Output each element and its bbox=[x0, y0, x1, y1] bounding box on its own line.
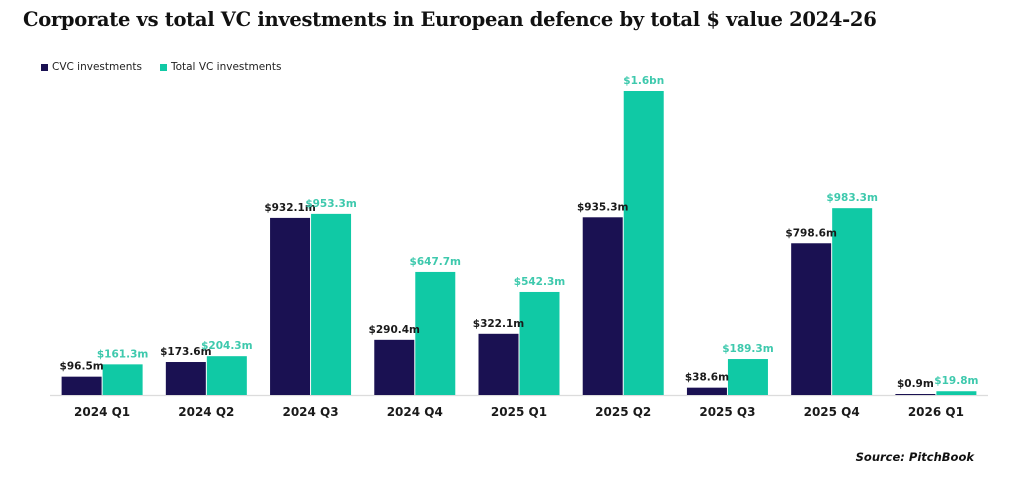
x-tick-label-2024-q2: 2024 Q2 bbox=[178, 405, 234, 419]
bar-total-vc-2025-q3 bbox=[727, 359, 768, 395]
value-label-total-vc-2024-q1: $161.3m bbox=[97, 348, 149, 360]
bar-cvc-2024-q1 bbox=[61, 376, 102, 395]
bar-total-vc-2025-q1 bbox=[519, 291, 560, 395]
value-label-total-vc-2025-q4: $983.3m bbox=[826, 192, 878, 204]
value-label-total-vc-2025-q3: $189.3m bbox=[722, 343, 774, 355]
legend-swatch-cvc bbox=[41, 63, 48, 71]
legend-swatch-total-vc bbox=[159, 63, 167, 71]
bar-total-vc-2026-q1 bbox=[936, 391, 977, 395]
value-label-total-vc-2025-q1: $542.3m bbox=[514, 276, 566, 288]
bar-cvc-2025-q2 bbox=[582, 217, 623, 395]
bar-cvc-2024-q3 bbox=[270, 217, 311, 395]
bar-cvc-2025-q4 bbox=[791, 243, 832, 395]
value-label-total-vc-2025-q2: $1.6bn bbox=[623, 75, 664, 87]
x-tick-label-2024-q1: 2024 Q1 bbox=[74, 405, 130, 419]
value-label-cvc-2025-q1: $322.1m bbox=[473, 318, 525, 330]
x-tick-labels-group: 2024 Q1 2024 Q2 2024 Q3 2024 Q4 2025 Q1 2025 … bbox=[74, 405, 964, 419]
value-label-total-vc-2024-q3: $953.3m bbox=[305, 198, 357, 210]
value-labels-group: $96.5m$161.3m $173.6m$204.3m $932.1m$953.3… bbox=[60, 75, 979, 390]
value-label-total-vc-2024-q4: $647.7m bbox=[410, 256, 462, 268]
value-label-cvc-2024-q2: $173.6m bbox=[160, 346, 212, 358]
value-label-cvc-2024-q1: $96.5m bbox=[60, 361, 104, 373]
legend-item-cvc: CVC investments bbox=[41, 61, 142, 73]
x-tick-label-2025-q3: 2025 Q3 bbox=[699, 405, 755, 419]
x-tick-label-2024-q3: 2024 Q3 bbox=[282, 405, 338, 419]
legend: CVC investments Total VC investments bbox=[41, 61, 299, 73]
x-tick-label-2024-q4: 2024 Q4 bbox=[387, 405, 443, 419]
value-label-cvc-2025-q2: $935.3m bbox=[577, 201, 629, 213]
bar-cvc-2024-q4 bbox=[374, 339, 415, 395]
value-label-total-vc-2026-q1: $19.8m bbox=[934, 375, 978, 387]
value-label-total-vc-2024-q2: $204.3m bbox=[201, 340, 253, 352]
bar-total-vc-2024-q4 bbox=[415, 271, 456, 395]
x-tick-label-2025-q1: 2025 Q1 bbox=[491, 405, 547, 419]
value-label-cvc-2025-q4: $798.6m bbox=[785, 227, 837, 239]
x-tick-label-2026-q1: 2026 Q1 bbox=[908, 405, 964, 419]
bar-total-vc-2024-q1 bbox=[102, 364, 143, 395]
legend-label-total-vc: Total VC investments bbox=[170, 61, 282, 73]
value-label-cvc-2026-q1: $0.9m bbox=[897, 378, 934, 390]
value-label-cvc-2025-q3: $38.6m bbox=[685, 372, 729, 384]
value-label-cvc-2024-q3: $932.1m bbox=[264, 202, 316, 214]
chart-title: Corporate vs total VC investments in Eur… bbox=[23, 8, 877, 31]
source-note: Source: PitchBook bbox=[855, 450, 974, 464]
bar-cvc-2025-q1 bbox=[478, 333, 519, 395]
bar-total-vc-2024-q2 bbox=[206, 356, 247, 395]
value-label-cvc-2024-q4: $290.4m bbox=[369, 324, 421, 336]
bar-total-vc-2025-q4 bbox=[832, 208, 873, 395]
x-tick-label-2025-q2: 2025 Q2 bbox=[595, 405, 651, 419]
legend-item-total-vc: Total VC investments bbox=[159, 61, 282, 73]
legend-label-cvc: CVC investments bbox=[52, 61, 142, 73]
bar-cvc-2024-q2 bbox=[165, 362, 206, 395]
x-tick-label-2025-q4: 2025 Q4 bbox=[804, 405, 860, 419]
bar-total-vc-2024-q3 bbox=[311, 213, 352, 395]
bar-total-vc-2025-q2 bbox=[623, 91, 664, 395]
bar-cvc-2025-q3 bbox=[686, 387, 727, 395]
bars-group bbox=[61, 91, 977, 395]
bar-cvc-2026-q1 bbox=[895, 394, 936, 395]
